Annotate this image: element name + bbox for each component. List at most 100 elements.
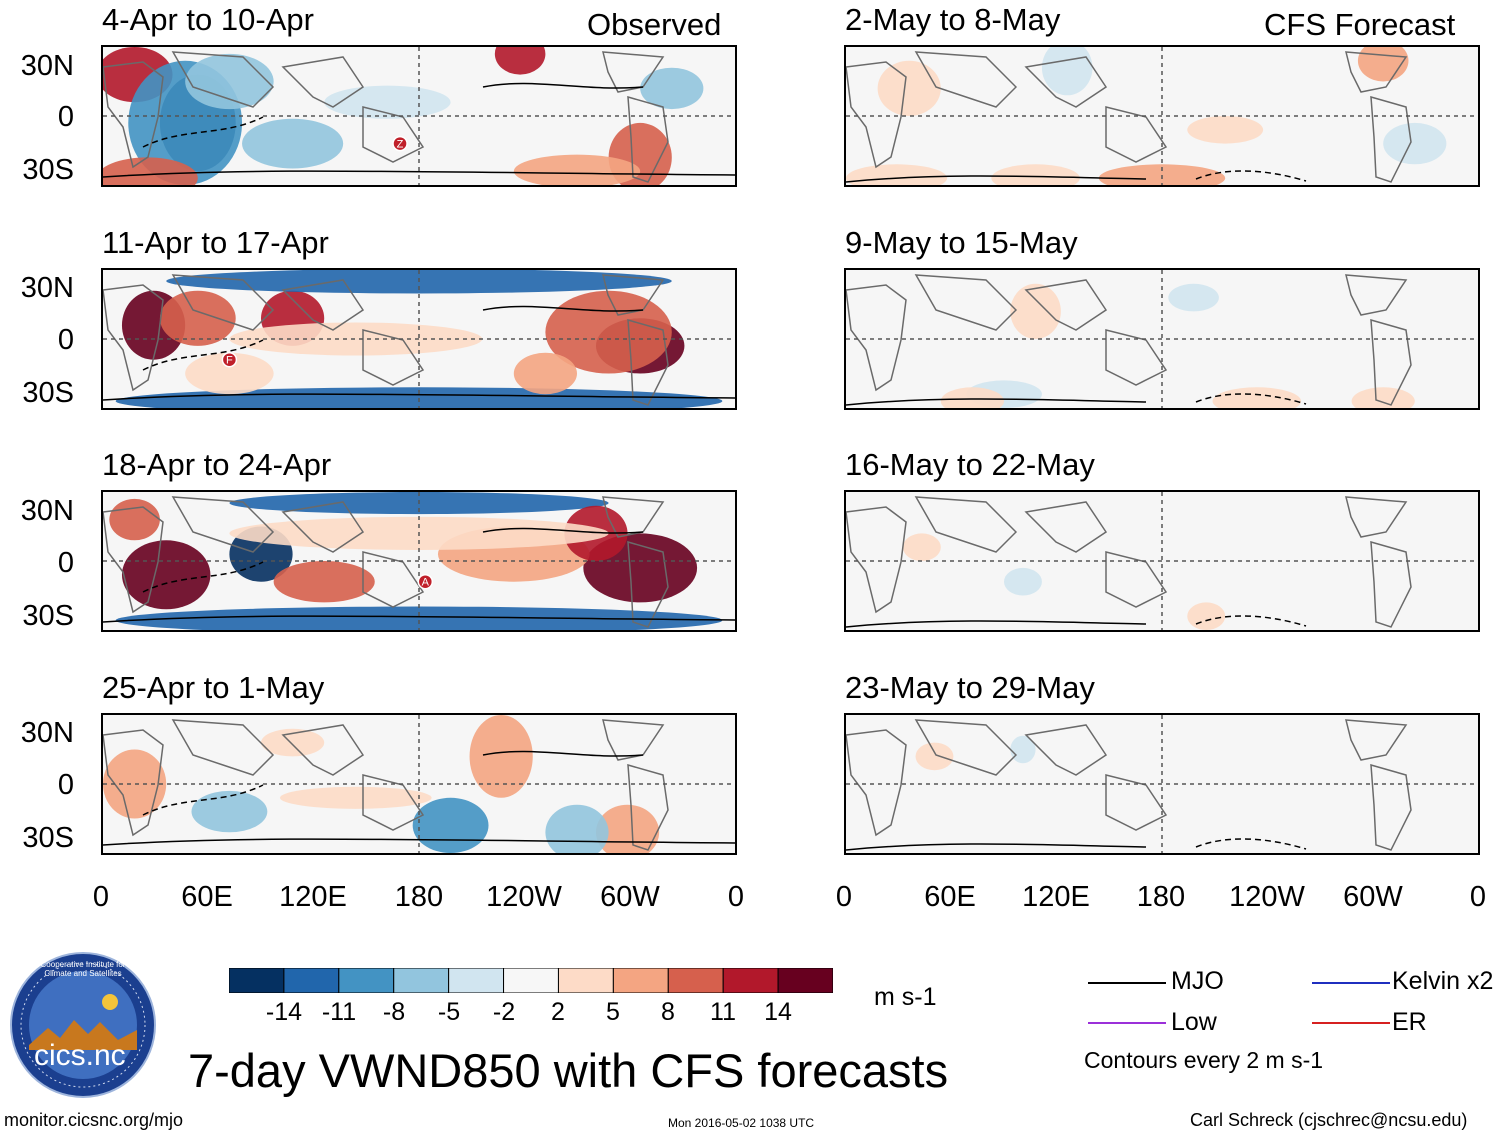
map-canvas <box>846 492 1478 630</box>
mjo-contour <box>482 82 644 89</box>
panel-title-obs-1: 4-Apr to 10-Apr <box>102 2 314 37</box>
lon-label-180: 180 <box>1136 881 1186 913</box>
colorbar-swatch <box>228 967 285 994</box>
panel-title-fc-4: 23-May to 29-May <box>845 670 1095 705</box>
coastline <box>362 106 425 163</box>
anomaly-patch <box>185 352 274 395</box>
lat-label-30s: 30S <box>22 600 74 632</box>
logo-ring-text: Cooperative Institute for Climate and Sa… <box>40 960 126 978</box>
svg-text:Z: Z <box>397 139 404 151</box>
anomaly-patch <box>273 561 375 603</box>
coastline <box>846 729 907 837</box>
svg-text:F: F <box>226 355 233 367</box>
map-panel-obs-4 <box>101 713 737 855</box>
storm-marker: Z <box>392 135 408 152</box>
colorbar-unit: m s-1 <box>874 983 937 1011</box>
anomaly-patch <box>640 67 704 110</box>
coastline <box>627 763 669 851</box>
colorbar-swatch <box>338 967 395 994</box>
colorbar-swatch <box>667 967 724 994</box>
footer-author: Carl Schreck (cjschrec@ncsu.edu) <box>1190 1110 1468 1130</box>
anomaly-patch <box>545 804 609 853</box>
coastline <box>1105 106 1168 163</box>
panel-title-obs-2: 11-Apr to 17-Apr <box>102 225 329 260</box>
anomaly-patch <box>1004 567 1042 596</box>
lat-label-eq: 0 <box>57 324 74 356</box>
forecast-header: CFS Forecast <box>1264 7 1456 42</box>
mjo-contour <box>482 305 644 312</box>
colorbar-swatch <box>448 967 505 994</box>
coastline <box>1105 329 1168 386</box>
colorbar-tick: 2 <box>551 998 565 1026</box>
coastline <box>103 284 164 392</box>
panel-title-obs-4: 25-Apr to 1-May <box>102 670 325 705</box>
anomaly-patch <box>1041 47 1093 96</box>
anomaly-patch <box>545 290 672 374</box>
mjo-contour <box>142 561 264 593</box>
coastline <box>914 51 1018 108</box>
storm-marker: F <box>221 351 238 368</box>
coastline <box>362 329 425 386</box>
coastline <box>281 724 365 776</box>
lat-label-eq: 0 <box>57 547 74 579</box>
panel-title-obs-3: 18-Apr to 24-Apr <box>102 447 332 482</box>
legend-er-label: ER <box>1392 1008 1427 1036</box>
lon-label-120w: 120W <box>486 881 562 913</box>
coastline <box>846 61 907 169</box>
anomaly-patch <box>115 387 723 408</box>
colorbar-swatch <box>777 967 834 994</box>
lon-label-0-end: 0 <box>727 881 745 913</box>
coastline <box>171 719 275 776</box>
colorbar-tick: 11 <box>710 998 736 1026</box>
coastline <box>362 551 425 608</box>
lon-label-0: 0 <box>92 881 110 913</box>
lat-label-30n: 30N <box>20 717 74 749</box>
mjo-contour <box>846 175 1147 183</box>
colorbar-tick: -14 <box>265 998 303 1026</box>
anomaly-patch <box>159 290 236 346</box>
anomaly-patch <box>115 606 723 630</box>
legend-mjo-label: MJO <box>1171 967 1224 995</box>
legend-kelvin-line <box>1312 982 1390 984</box>
svg-text:A: A <box>422 577 430 589</box>
coastline <box>1105 551 1168 608</box>
coastline <box>602 719 665 761</box>
legend-low-line <box>1088 1022 1166 1024</box>
anomaly-patch <box>109 498 160 541</box>
map-canvas <box>846 47 1478 185</box>
panel-title-fc-2: 9-May to 15-May <box>845 225 1078 260</box>
coastline <box>1345 51 1408 93</box>
anomaly-patch <box>324 85 451 119</box>
legend-contour-note: Contours every 2 m s-1 <box>1084 1047 1324 1073</box>
map-panel-fc-2 <box>844 268 1480 410</box>
coastline <box>846 506 907 614</box>
coastline <box>846 284 907 392</box>
colorbar-swatch <box>612 967 669 994</box>
map-panel-obs-2: F <box>101 268 737 410</box>
coastline <box>171 496 275 553</box>
map-panel-fc-4 <box>844 713 1480 855</box>
anomaly-patch <box>1383 122 1447 165</box>
lon-label-0: 0 <box>835 881 853 913</box>
map-panel-fc-3 <box>844 490 1480 632</box>
map-canvas: Z <box>103 47 735 185</box>
anomaly-patch <box>1010 283 1061 339</box>
lon-label-120w: 120W <box>1229 881 1305 913</box>
anomaly-patch <box>279 786 432 809</box>
anomaly-patch <box>1187 116 1264 144</box>
anomaly-patch <box>1351 387 1415 408</box>
lat-label-30s: 30S <box>22 377 74 409</box>
coastline <box>1105 774 1168 831</box>
colorbar-swatch <box>283 967 340 994</box>
coastline <box>1345 496 1408 538</box>
anomaly-patch <box>103 157 198 185</box>
lon-label-60e: 60E <box>924 881 976 913</box>
mjo-contour <box>103 615 735 623</box>
mjo-contour <box>103 393 735 401</box>
footer-url[interactable]: monitor.cicsnc.org/mjo <box>4 1110 184 1130</box>
panel-title-fc-1: 2-May to 8-May <box>845 2 1061 37</box>
coastline <box>1370 540 1412 628</box>
anomaly-patch <box>1098 164 1226 185</box>
mjo-contour <box>1195 838 1307 850</box>
coastline <box>1024 501 1108 553</box>
